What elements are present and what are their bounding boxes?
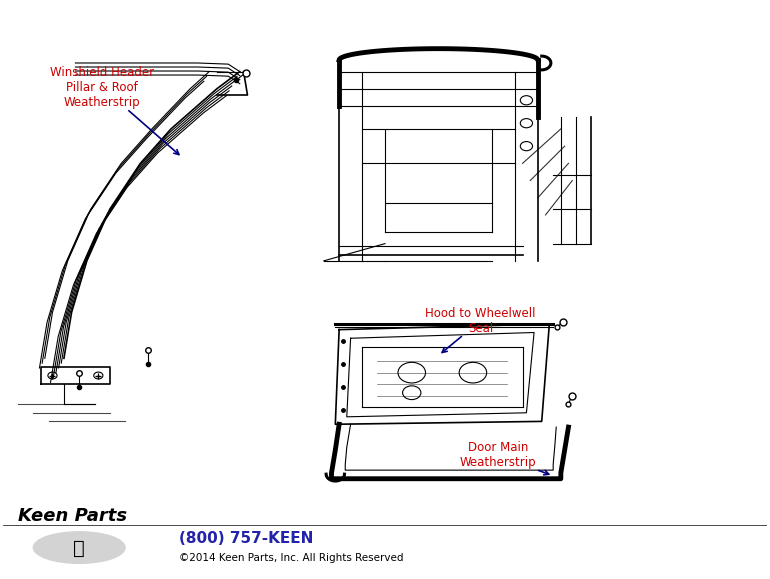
- Text: Winshield Header
Pillar & Roof
Weatherstrip: Winshield Header Pillar & Roof Weatherst…: [0, 578, 1, 579]
- Text: Door Main
Weatherstrip: Door Main Weatherstrip: [460, 441, 549, 475]
- Text: 🚗: 🚗: [73, 539, 85, 558]
- Ellipse shape: [33, 532, 125, 563]
- Text: (800) 757-KEEN: (800) 757-KEEN: [179, 532, 313, 547]
- Polygon shape: [41, 367, 110, 384]
- Text: Winshield Header
Pillar & Roof
Weatherstrip: Winshield Header Pillar & Roof Weatherst…: [50, 66, 179, 155]
- Text: Hood to Wheelwell
Seal: Hood to Wheelwell Seal: [425, 307, 536, 353]
- Text: ©2014 Keen Parts, Inc. All Rights Reserved: ©2014 Keen Parts, Inc. All Rights Reserv…: [179, 553, 403, 563]
- Text: Keen Parts: Keen Parts: [18, 507, 127, 525]
